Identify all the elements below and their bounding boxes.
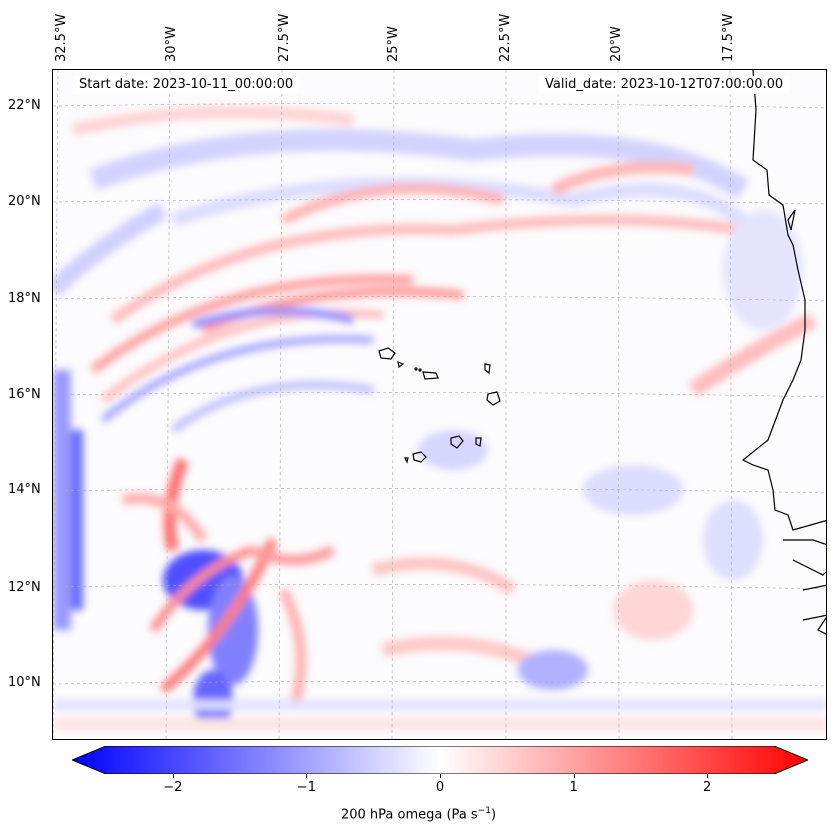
lat-label: 18°N	[8, 291, 41, 306]
lon-label: 27.5°W	[277, 13, 292, 62]
colorbar-tick-mark	[172, 774, 174, 778]
colorbar-tick-label: −2	[163, 780, 183, 795]
omega-shading	[53, 106, 826, 730]
colorbar-tick-label: 2	[703, 780, 712, 795]
colorbar-tick-label: 1	[569, 780, 578, 795]
coastline	[741, 70, 826, 635]
lon-label: 22.5°W	[498, 13, 513, 62]
lon-label: 25°W	[386, 26, 401, 62]
lat-label: 14°N	[8, 482, 41, 497]
lon-label: 30°W	[164, 26, 179, 62]
lon-label: 20°W	[609, 26, 624, 62]
lon-label: 32.5°W	[54, 13, 69, 62]
colorbar-tick-mark	[440, 774, 441, 778]
lat-label: 22°N	[8, 98, 41, 113]
omega-field-map	[53, 70, 826, 739]
gridlines	[53, 70, 826, 739]
valid-date-label: Valid_date: 2023-10-12T07:00:00.00	[539, 76, 790, 94]
lat-label: 10°N	[8, 675, 41, 690]
colorbar	[70, 745, 810, 775]
colorbar-tick-mark	[573, 774, 575, 778]
map-panel	[52, 69, 827, 740]
colorbar-label: 200 hPa omega (Pa s−1)	[340, 806, 497, 823]
lon-label: 17.5°W	[721, 13, 736, 62]
cape-verde-islands	[378, 347, 501, 464]
colorbar-tick-label: −1	[296, 780, 316, 795]
lat-label: 20°N	[8, 194, 41, 209]
colorbar-tick-mark	[707, 774, 709, 778]
colorbar-tick-label: 0	[435, 780, 445, 795]
lat-label: 16°N	[8, 387, 41, 402]
colorbar-bar	[70, 745, 810, 775]
start-date-label: Start date: 2023-10-11_00:00:00	[73, 76, 300, 94]
lat-label: 12°N	[8, 580, 41, 595]
colorbar-tick-mark	[306, 774, 308, 778]
